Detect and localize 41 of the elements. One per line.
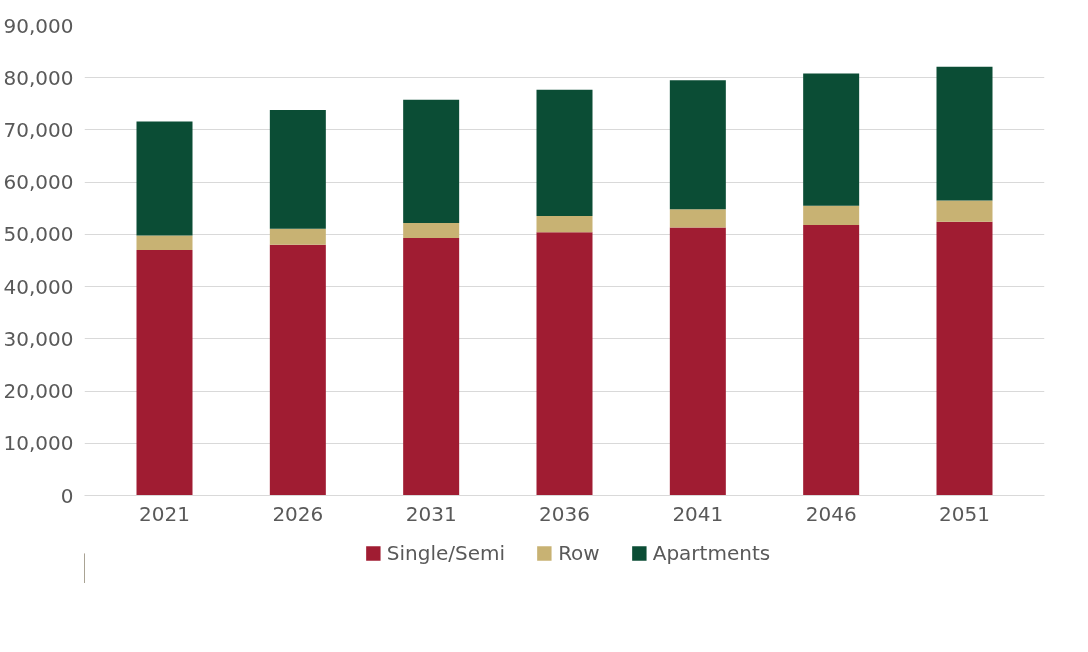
bar	[536, 232, 593, 496]
x-tick-label: 2041	[672, 501, 724, 526]
bar	[936, 221, 993, 496]
bar	[803, 224, 860, 496]
x-tick-label: 2036	[539, 501, 590, 526]
x-tick-label: 2031	[405, 501, 457, 526]
x-tick-label: 2026	[272, 501, 324, 526]
bar	[403, 99, 460, 223]
y-tick-label: 20,000	[3, 379, 74, 404]
y-tick-label: 40,000	[3, 274, 74, 299]
x-tick-label: 2046	[805, 501, 857, 526]
bar	[269, 110, 326, 229]
x-tick-label: 2021	[139, 501, 190, 526]
bar	[803, 205, 860, 225]
legend-label: Single/Semi	[386, 541, 506, 565]
y-tick-label: 30,000	[3, 326, 74, 351]
y-tick-label: 80,000	[3, 65, 74, 90]
bar	[669, 80, 726, 210]
y-tick-label: 10,000	[3, 431, 74, 456]
y-tick-label: 0	[60, 483, 74, 508]
bar	[136, 121, 193, 236]
bar	[669, 209, 726, 228]
bar	[669, 227, 726, 496]
bar	[403, 222, 460, 239]
bar	[803, 73, 860, 206]
bar	[536, 89, 593, 217]
y-tick-label: 90,000	[3, 13, 74, 38]
legend-label: Apartments	[652, 541, 771, 565]
bar	[269, 228, 326, 245]
bar	[136, 235, 193, 251]
bar	[936, 200, 993, 222]
bar	[403, 238, 460, 496]
bar	[269, 244, 326, 496]
y-tick-label: 70,000	[3, 117, 74, 142]
y-tick-label: 60,000	[3, 170, 74, 195]
y-tick-label: 50,000	[3, 222, 74, 247]
x-tick-label: 2051	[939, 501, 990, 526]
bar	[536, 216, 593, 233]
legend-label: Row	[558, 541, 600, 565]
bar	[936, 66, 993, 201]
bar	[136, 250, 193, 496]
